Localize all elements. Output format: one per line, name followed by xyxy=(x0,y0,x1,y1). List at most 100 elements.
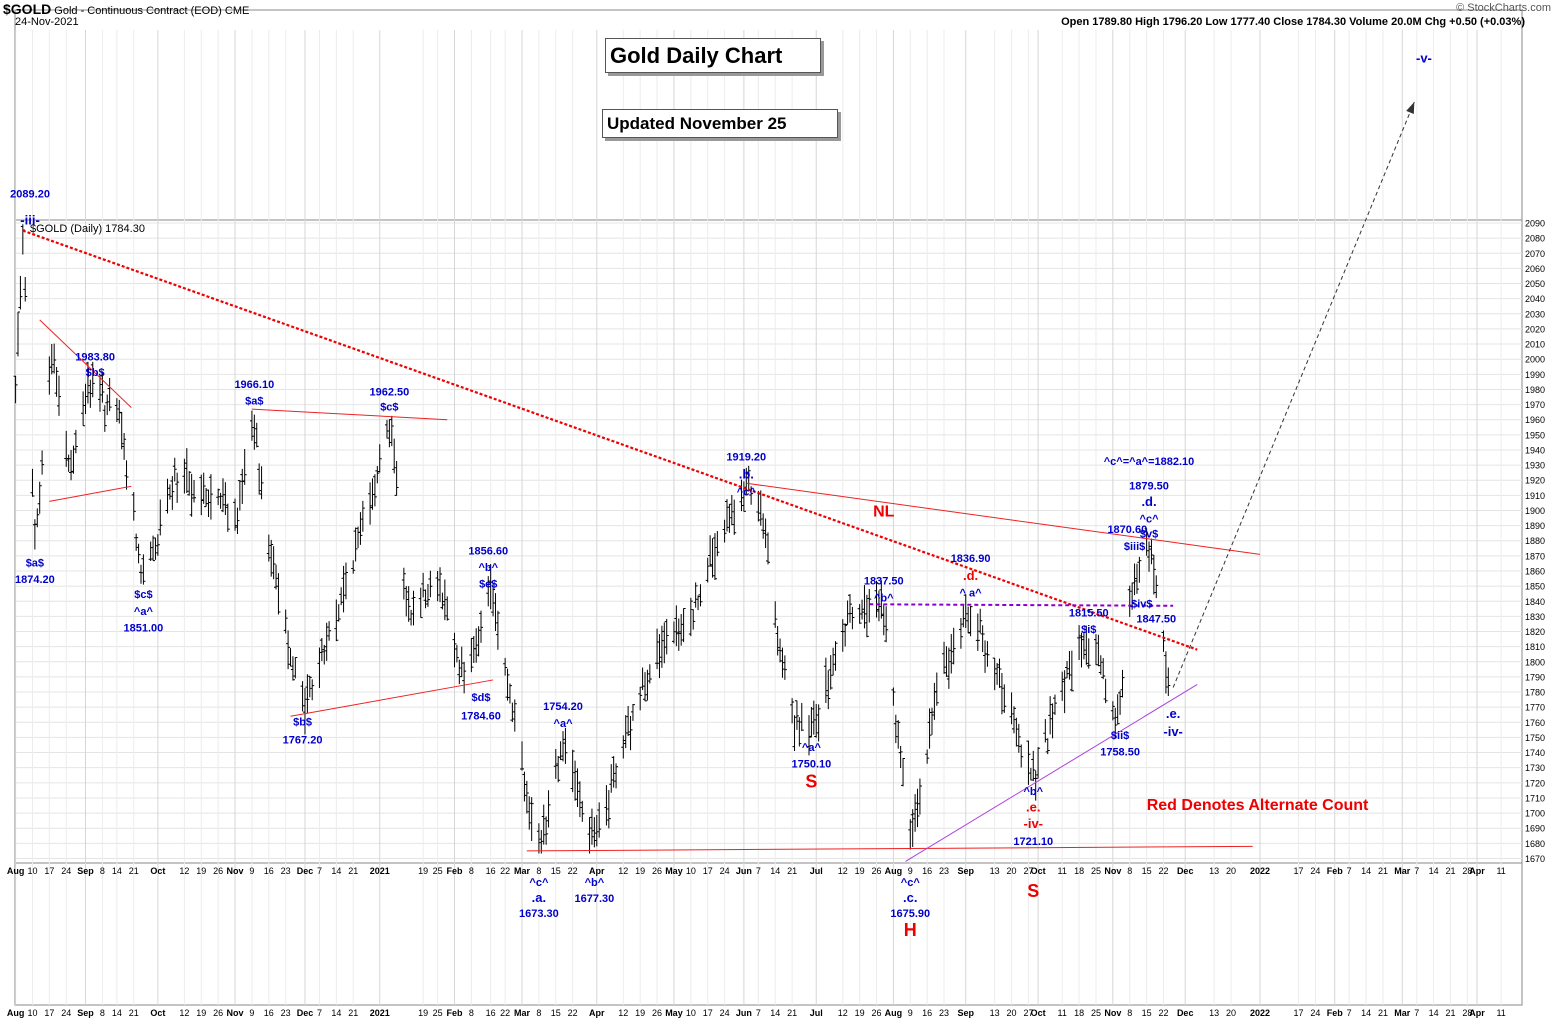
ohlc-bar xyxy=(404,586,409,617)
ohlc-bar xyxy=(134,533,139,551)
ohlc-bar xyxy=(814,704,819,738)
x-tick-label: 23 xyxy=(281,1008,291,1018)
ohlc-bar xyxy=(638,686,643,711)
x-tick-label: 9 xyxy=(249,1008,254,1018)
x-tick-label: 19 xyxy=(418,866,428,876)
x-tick-label: 7 xyxy=(756,866,761,876)
ohlc-bar xyxy=(343,562,348,600)
ohlc-bar xyxy=(925,749,930,764)
y-tick-label: 1670 xyxy=(1525,854,1545,864)
x-tick-label: 8 xyxy=(536,1008,541,1018)
ohlc-bar xyxy=(536,823,541,854)
x-tick-label: 7 xyxy=(1414,866,1419,876)
ohlc-bar xyxy=(901,757,906,787)
ohlc-bar xyxy=(539,830,544,854)
ohlc-bar xyxy=(394,461,399,496)
ohlc-bar xyxy=(732,499,737,535)
ohlc-bar xyxy=(527,796,532,830)
outer-frame xyxy=(14,9,1523,1006)
x-tick-label: 21 xyxy=(348,1008,358,1018)
ohlc-bar xyxy=(252,414,257,450)
y-tick-label: 1780 xyxy=(1525,688,1545,698)
x-tick-label: Nov xyxy=(1104,866,1121,876)
x-tick-label: 27 xyxy=(1023,1008,1033,1018)
wave-label: 1870.60 xyxy=(1107,524,1147,536)
x-tick-label: 14 xyxy=(112,1008,122,1018)
x-tick-label: 17 xyxy=(1294,866,1304,876)
y-tick-label: 1740 xyxy=(1525,748,1545,758)
ohlc-bar xyxy=(85,361,90,404)
x-tick-label: Nov xyxy=(227,1008,244,1018)
symbol-description: Gold - Continuous Contract (EOD) xyxy=(54,5,222,17)
wave-label: ^ a^ xyxy=(960,588,983,600)
ohlc-bar xyxy=(862,585,867,629)
wave-label: -iii- xyxy=(20,213,40,228)
ohlc-bar xyxy=(235,507,240,535)
x-tick-label: 7 xyxy=(1347,866,1352,876)
ohlc-bar xyxy=(1019,744,1024,768)
wave-label: 1750.10 xyxy=(792,759,832,771)
wave-label-below: S xyxy=(1027,881,1039,901)
ohlc-bar xyxy=(1101,658,1106,680)
ohlc-bar xyxy=(503,657,508,676)
x-tick-label: 22 xyxy=(1158,866,1168,876)
ohlc-bar xyxy=(676,618,681,651)
x-tick-label: Dec xyxy=(1177,1008,1194,1018)
ohlc-bar xyxy=(710,538,715,578)
ohlc-bar xyxy=(891,687,896,706)
x-tick-label: 16 xyxy=(922,866,932,876)
ohlc-bar xyxy=(727,503,732,533)
ohlc-bar xyxy=(220,478,225,513)
x-tick-label: 2022 xyxy=(1250,1008,1270,1018)
x-tick-label: 10 xyxy=(686,866,696,876)
x-tick-label: Oct xyxy=(150,1008,165,1018)
ohlc-bar xyxy=(324,622,329,661)
ohlc-bar xyxy=(917,778,922,815)
x-tick-label: 25 xyxy=(433,866,443,876)
x-tick-label: 22 xyxy=(1158,1008,1168,1018)
ohlc-bar xyxy=(995,662,1000,685)
ohlc-bar xyxy=(942,641,947,674)
x-tick-label: 19 xyxy=(635,1008,645,1018)
ohlc-bar xyxy=(187,471,192,496)
ohlc-bar xyxy=(797,717,802,747)
y-tick-label: 1690 xyxy=(1525,824,1545,834)
ohlc-bar xyxy=(411,590,416,626)
y-tick-label: 1680 xyxy=(1525,839,1545,849)
ohlc-bar xyxy=(237,480,242,511)
upper-channel-1 xyxy=(39,319,132,408)
ohlc-bar xyxy=(372,474,377,507)
ohlc-bar xyxy=(175,472,180,503)
x-tick-label: 21 xyxy=(1445,866,1455,876)
x-tick-label: 15 xyxy=(551,866,561,876)
ohlc-bar xyxy=(389,415,394,447)
chart-date: 24-Nov-2021 xyxy=(15,16,79,28)
ohlc-bar xyxy=(1009,692,1014,725)
wave-label: 1836.90 xyxy=(951,553,991,565)
ohlc-bar xyxy=(319,637,324,662)
ohlc-bar xyxy=(580,800,585,822)
x-tick-label: 19 xyxy=(418,1008,428,1018)
ohlc-bar xyxy=(131,491,136,521)
x-tick-label: 21 xyxy=(1378,1008,1388,1018)
x-tick-label: 8 xyxy=(469,1008,474,1018)
ohlc-bar xyxy=(577,781,582,818)
ohlc-bar xyxy=(242,449,247,485)
x-tick-label: Aug xyxy=(7,1008,25,1018)
ohlc-bar xyxy=(1149,538,1154,565)
x-tick-label: 23 xyxy=(939,1008,949,1018)
ohlc-bar xyxy=(1045,738,1050,755)
ohlc-bar xyxy=(1103,678,1108,704)
ohlc-bar xyxy=(657,634,662,679)
y-tick-label: 1970 xyxy=(1525,400,1545,410)
x-tick-label: Apr xyxy=(1469,1008,1485,1018)
y-tick-label: 1750 xyxy=(1525,733,1545,743)
ohlc-bar xyxy=(881,605,886,636)
ohlc-bar xyxy=(192,480,197,503)
ohlc-bar xyxy=(968,605,973,637)
x-tick-label: 16 xyxy=(486,866,496,876)
ohlc-bar xyxy=(286,630,291,670)
ohlc-bar xyxy=(1077,625,1082,660)
ohlc-bar xyxy=(322,644,327,665)
ohlc-bar xyxy=(249,410,254,441)
